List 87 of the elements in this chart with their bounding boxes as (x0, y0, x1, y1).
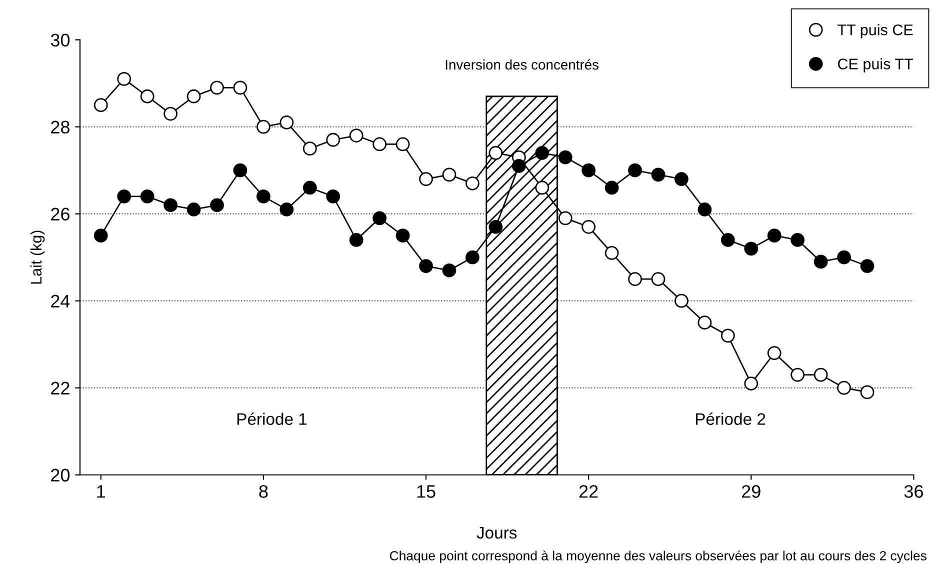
point (767, 228, 782, 243)
point (256, 120, 270, 134)
point (419, 259, 433, 273)
point (233, 80, 248, 95)
annotation: Période 2 (696, 412, 766, 425)
point (558, 150, 572, 164)
point (790, 368, 805, 382)
x-tick-label: 29 (742, 485, 760, 498)
point (582, 220, 596, 234)
point (419, 172, 433, 186)
y-axis-title: Lait (kg) (30, 230, 45, 284)
point (210, 198, 224, 212)
x-tick-label: 22 (579, 485, 598, 498)
legend-label: TT puis CE (838, 24, 913, 38)
x-tick-label: 15 (417, 485, 436, 498)
point (302, 180, 317, 195)
point (651, 168, 666, 182)
y-tick-label: 30 (50, 34, 70, 47)
point (837, 380, 851, 395)
point (256, 189, 270, 204)
point (814, 368, 828, 382)
point (164, 106, 178, 121)
point (582, 163, 596, 178)
point (396, 228, 410, 243)
point (512, 159, 526, 173)
point (558, 211, 572, 226)
point (744, 242, 758, 256)
annotation: Période 1 (237, 412, 307, 425)
point (442, 168, 456, 182)
point (466, 176, 480, 190)
text: Chaque point correspond à la moyenne des valeurs observées par lot au cours des 2 cycles (390, 550, 926, 564)
point (535, 146, 550, 160)
point (674, 172, 688, 186)
y-tick-label: 28 (51, 120, 70, 134)
point (604, 180, 619, 195)
x-tick-label: 36 (904, 485, 923, 498)
point (698, 202, 712, 216)
y-tick-label: 26 (51, 208, 70, 221)
point (349, 232, 364, 247)
point (814, 254, 828, 269)
y-tick-label: 20 (51, 468, 70, 482)
point (767, 346, 782, 360)
point (860, 385, 874, 400)
point (535, 180, 550, 195)
point (140, 89, 154, 104)
point (280, 116, 294, 130)
point (651, 272, 666, 286)
point (466, 250, 480, 264)
x-axis-title: Jours (476, 527, 517, 539)
legend-label: CE puis TT (838, 58, 914, 72)
point (698, 316, 712, 330)
point (326, 189, 340, 204)
point (674, 294, 688, 308)
point (94, 228, 108, 243)
point (372, 137, 387, 152)
x-tick-label: 1 (97, 485, 106, 498)
point (744, 376, 758, 390)
point (186, 89, 201, 104)
point (837, 250, 851, 264)
point (94, 98, 108, 112)
y-tick-label: 22 (51, 382, 70, 394)
point (349, 128, 364, 142)
point (720, 328, 735, 343)
point (628, 163, 642, 178)
point (720, 232, 735, 247)
point (396, 137, 410, 152)
point (117, 72, 132, 86)
point (488, 220, 503, 234)
band-label: Inversion des concentrés (446, 59, 599, 70)
point (628, 272, 642, 286)
x-tick-label: 8 (259, 485, 268, 498)
point (280, 202, 294, 216)
point (442, 263, 456, 278)
point (140, 189, 154, 204)
point (164, 198, 178, 212)
y-tick-label: 24 (51, 294, 70, 308)
point (210, 80, 224, 95)
point (302, 142, 317, 156)
point (326, 132, 340, 147)
point (233, 163, 248, 178)
point (186, 202, 201, 216)
point (488, 146, 503, 160)
point (372, 211, 387, 226)
point (117, 189, 132, 204)
point (604, 246, 619, 260)
point (790, 232, 805, 247)
point (860, 259, 874, 273)
